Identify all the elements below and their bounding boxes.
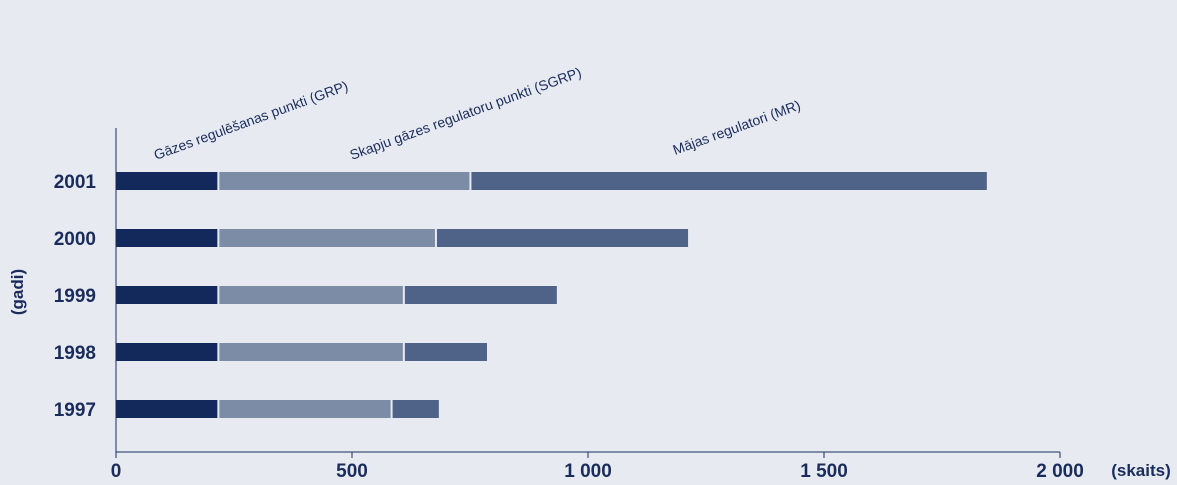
y-axis-title: (gadi) (8, 269, 27, 315)
bar-2000-series-1 (116, 229, 218, 247)
year-label-1999: 1999 (54, 286, 96, 307)
bar-1999-series-2 (219, 286, 403, 304)
bar-1999-series-1 (116, 286, 218, 304)
bar-2001-series-2 (219, 172, 470, 190)
bar-1998-series-1 (116, 343, 218, 361)
series-label-2: Skapju gāzes regulatoru punkti (SGRP) (348, 64, 584, 163)
bar-1997-series-3 (392, 400, 439, 418)
year-label-2000: 2000 (54, 229, 96, 250)
x-tick-label-2000: 2 000 (1036, 461, 1084, 482)
x-tick-label-500: 500 (336, 461, 368, 482)
series-labels-group: Gāzes regulēšanas punkti (GRP)Skapju gāz… (152, 64, 803, 163)
year-label-2001: 2001 (54, 172, 97, 193)
bar-2000-series-2 (219, 229, 435, 247)
bars-group (116, 172, 987, 418)
year-label-1998: 1998 (54, 343, 96, 364)
bar-1997-series-2 (219, 400, 391, 418)
bar-2001-series-3 (471, 172, 987, 190)
year-label-1997: 1997 (54, 400, 96, 421)
bar-1998-series-2 (219, 343, 403, 361)
x-tick-label-0: 0 (111, 461, 122, 482)
bar-1997-series-1 (116, 400, 218, 418)
bar-2001-series-1 (116, 172, 218, 190)
x-ticks-group: 0 500 1 000 1 500 2 000 (111, 452, 1084, 482)
x-axis-title: (skaits) (1111, 461, 1171, 480)
series-label-1: Gāzes regulēšanas punkti (GRP) (152, 78, 351, 163)
bar-1998-series-3 (404, 343, 487, 361)
x-tick-label-1000: 1 000 (564, 461, 612, 482)
bar-2000-series-3 (436, 229, 689, 247)
series-label-3: Mājas regulatori (MR) (671, 97, 803, 158)
y-labels-group: 2001 2000 1999 1998 1997 (54, 172, 97, 421)
bar-1999-series-3 (404, 286, 557, 304)
x-tick-label-1500: 1 500 (800, 461, 848, 482)
